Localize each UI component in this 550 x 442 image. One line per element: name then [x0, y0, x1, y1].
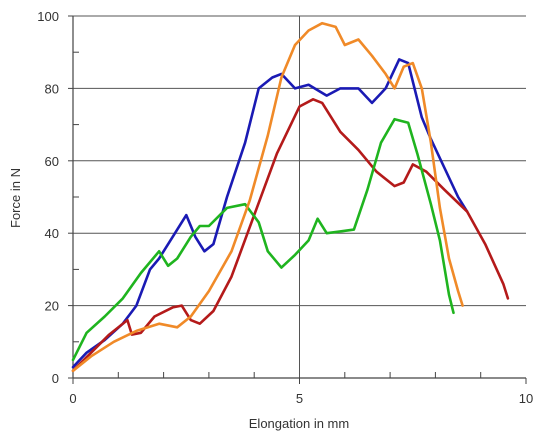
- series-line-1: [71, 58, 469, 369]
- y-axis-label: Force in N: [8, 168, 23, 228]
- minor-ticks: [73, 51, 482, 378]
- x-tick-label-5: 5: [296, 391, 303, 406]
- y-tick-label-40: 40: [45, 226, 59, 241]
- y-tick-label-80: 80: [45, 81, 59, 96]
- x-tick-label-10: 10: [519, 391, 533, 406]
- x-tick-labels: 0 5 10: [69, 391, 533, 406]
- series-line-3: [71, 117, 455, 362]
- series-lines: [71, 21, 510, 373]
- y-tick-labels: 0 20 40 60 80 100: [37, 9, 59, 386]
- axes: [68, 15, 527, 384]
- y-tick-label-20: 20: [45, 299, 59, 314]
- y-tick-label-0: 0: [52, 371, 59, 386]
- series-line-2: [71, 98, 510, 373]
- x-axis-label: Elongation in mm: [249, 416, 349, 431]
- series-line-4: [71, 21, 464, 373]
- y-tick-label-100: 100: [37, 9, 59, 24]
- x-tick-label-0: 0: [69, 391, 76, 406]
- y-tick-label-60: 60: [45, 154, 59, 169]
